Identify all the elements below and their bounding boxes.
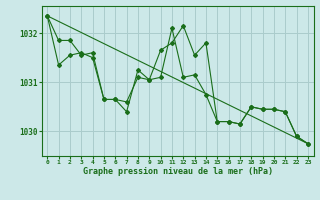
X-axis label: Graphe pression niveau de la mer (hPa): Graphe pression niveau de la mer (hPa) [83, 167, 273, 176]
